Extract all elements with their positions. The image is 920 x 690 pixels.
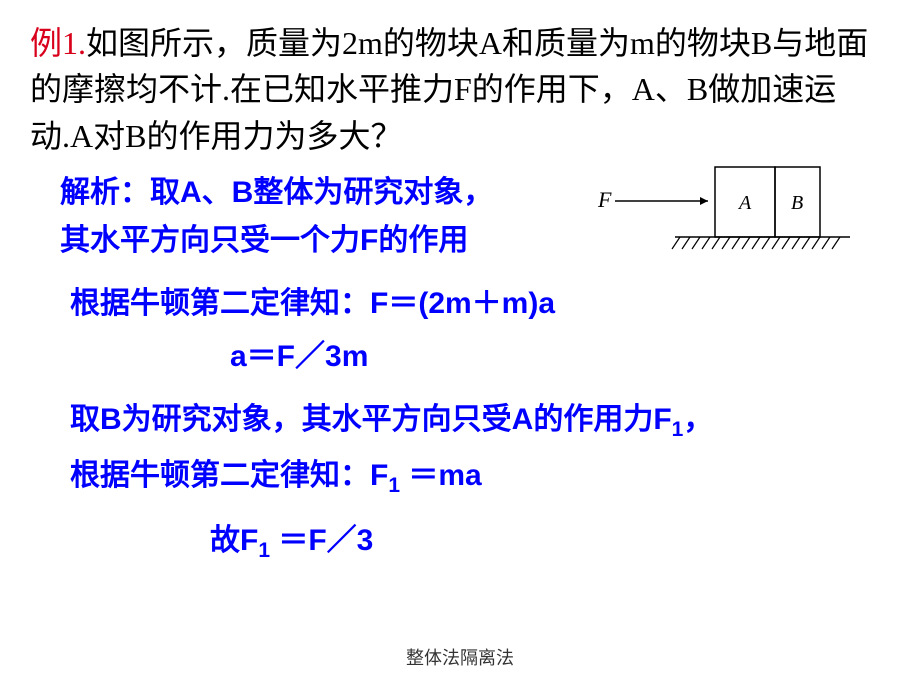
solution-line-4: 取B为研究对象，其水平方向只受A的作用力F1， xyxy=(70,396,890,447)
solution-line-6: 故F1 ＝F／3 xyxy=(210,517,890,568)
solution-line-2: 根据牛顿第二定律知：F＝(2m＋m)a xyxy=(70,280,890,328)
page-footer: 整体法隔离法 xyxy=(406,644,514,670)
solution-text-suffix: ＝ma xyxy=(400,459,482,492)
subscript: 1 xyxy=(388,474,400,497)
problem-body: 如图所示，质量为2m的物块A和质量为m的物块B与地面的摩擦均不计.在已知水平推力… xyxy=(30,25,868,154)
force-arrow-head xyxy=(700,197,708,205)
subscript: 1 xyxy=(672,418,684,441)
example-label: 例1. xyxy=(30,25,86,61)
solution-text-suffix: ＝F／3 xyxy=(270,524,373,557)
block-a-label: A xyxy=(737,192,752,214)
physics-diagram: F A B xyxy=(590,165,870,265)
solution-text-suffix: ， xyxy=(683,403,713,436)
ground-hatching xyxy=(672,237,840,249)
solution-text-prefix: 根据牛顿第二定律知：F xyxy=(70,459,388,492)
force-label: F xyxy=(597,187,612,212)
block-b-label: B xyxy=(791,192,803,214)
solution-line-3: a＝F／3m xyxy=(230,333,890,381)
subscript: 1 xyxy=(258,539,270,562)
solution-text-prefix: 取B为研究对象，其水平方向只受A的作用力F xyxy=(70,403,672,436)
solution-line-5: 根据牛顿第二定律知：F1 ＝ma xyxy=(70,452,890,503)
problem-statement: 例1.如图所示，质量为2m的物块A和质量为m的物块B与地面的摩擦均不计.在已知水… xyxy=(30,20,890,159)
solution-text-prefix: 故F xyxy=(210,524,258,557)
